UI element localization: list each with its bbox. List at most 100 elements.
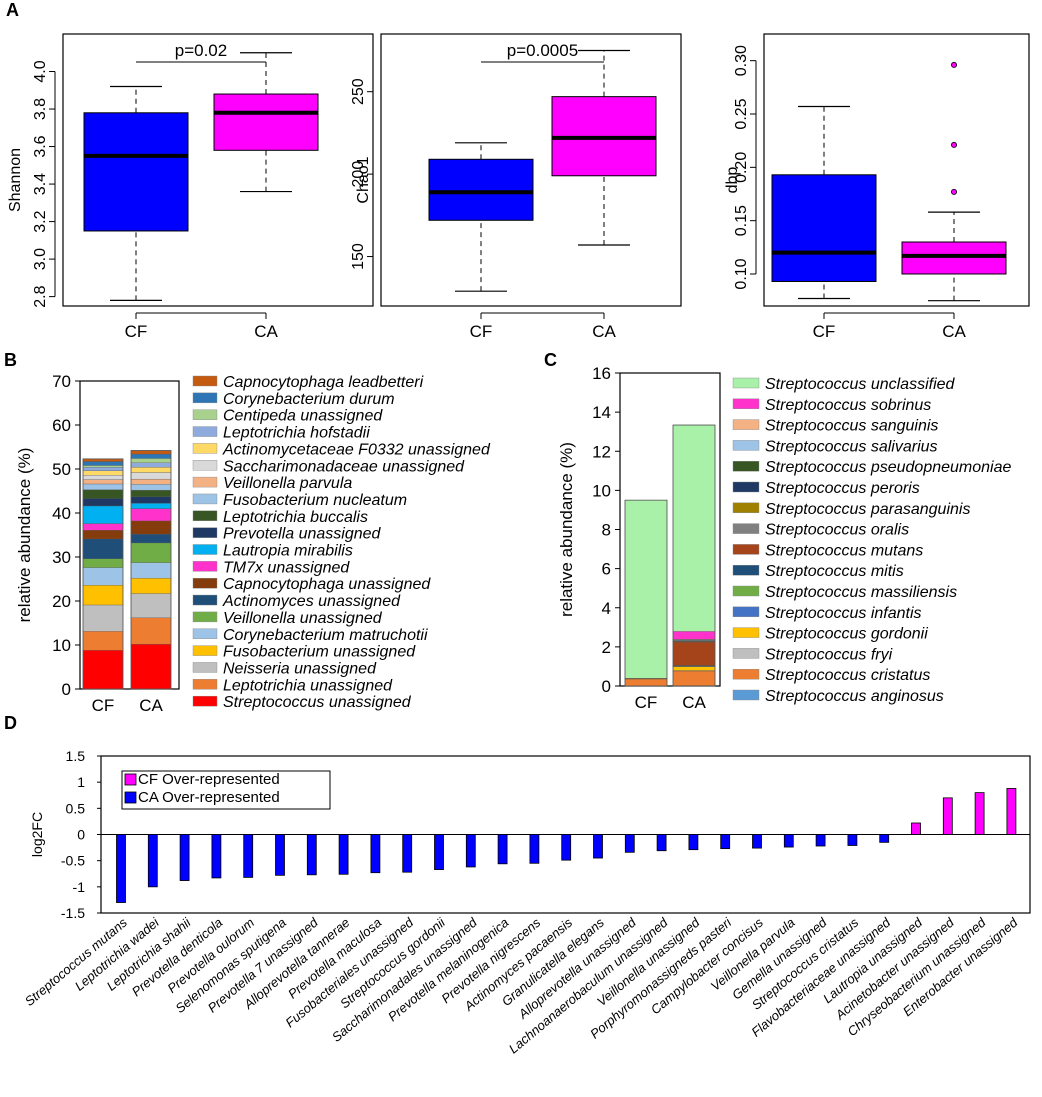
legend-swatch xyxy=(732,627,760,638)
panel-label-a: A xyxy=(6,0,19,20)
legend-label: Lautropia mirabilis xyxy=(223,543,353,560)
y-tick-label: 1 xyxy=(77,774,85,790)
outlier-point xyxy=(951,61,958,68)
legend-swatch xyxy=(192,443,218,454)
panel-label-c: C xyxy=(544,350,557,370)
log2fc-bar xyxy=(783,834,794,848)
legend-label: TM7x unassigned xyxy=(223,559,350,576)
legend-swatch xyxy=(732,398,760,409)
y-tick-label: 10 xyxy=(592,481,611,500)
legend-label: Leptotrichia hofstadii xyxy=(223,425,370,442)
y-axis-label: relative abundance (%) xyxy=(557,442,576,617)
log2fc-bar xyxy=(593,834,603,859)
y-tick-label: 3.8 xyxy=(32,98,49,120)
y-tick-label: 0.30 xyxy=(733,45,750,76)
legend-swatch xyxy=(192,476,218,488)
bar-segment xyxy=(82,558,124,568)
legend-label: Neisseria unassigned xyxy=(223,660,377,677)
plot-frame xyxy=(380,33,682,307)
legend-swatch xyxy=(124,791,137,804)
legend-label: Streptococcus gordonii xyxy=(765,626,928,643)
x-tick-label: CF xyxy=(813,322,836,341)
y-tick-label: 0.20 xyxy=(733,152,750,183)
log2fc-bar xyxy=(879,834,890,843)
legend-label: Corynebacterium matruchotii xyxy=(223,627,428,644)
legend-label: Capnocytophaga leadbetteri xyxy=(223,374,424,391)
legend-label: Streptococcus oralis xyxy=(765,522,909,539)
log2fc-bar xyxy=(752,834,762,849)
log2fc-bar xyxy=(720,834,731,850)
legend-swatch xyxy=(192,375,218,387)
boxplot-dbp: 0.10 0.15 0.20 0.25 0.30 dbp CF CA xyxy=(724,33,1030,341)
legend-label: Prevotella unassigned xyxy=(223,526,382,543)
bar-segment xyxy=(672,666,716,671)
y-tick-label: 3.4 xyxy=(32,173,49,195)
legend-label: Saccharimonadaceae unassigned xyxy=(223,458,465,475)
y-tick-label: 12 xyxy=(592,442,611,461)
legend-label: Streptococcus pseudopneumoniae xyxy=(765,459,1011,476)
bar-segment xyxy=(82,479,124,485)
log2fc-bar xyxy=(529,834,540,864)
legend-label: Streptococcus peroris xyxy=(765,480,920,497)
legend-swatch xyxy=(192,594,218,606)
legend-swatch xyxy=(732,523,760,534)
legend-label: Actinomyces unassigned xyxy=(222,593,401,610)
log2fc-bar xyxy=(243,834,254,878)
legend-label: Streptococcus cristatus xyxy=(765,667,930,684)
x-tick-label: CF xyxy=(635,693,658,712)
y-tick-label: 40 xyxy=(52,504,71,523)
legend-swatch xyxy=(192,544,218,555)
legend-swatch xyxy=(192,510,218,521)
y-tick-label: 50 xyxy=(52,460,71,479)
bar-segment xyxy=(672,631,716,640)
bar-segment xyxy=(624,500,668,679)
legend-label: Streptococcus sanguinis xyxy=(765,418,938,435)
y-tick-label: 10 xyxy=(52,636,71,655)
log2fc-bar xyxy=(275,834,285,876)
y-tick-label: 2 xyxy=(602,638,611,657)
log2fc-bar xyxy=(434,834,444,870)
legend-swatch xyxy=(192,561,218,572)
legend-swatch xyxy=(192,578,218,589)
bar-segment xyxy=(82,585,124,606)
log2fc-bar xyxy=(179,834,190,881)
y-tick-label: 0.25 xyxy=(733,98,750,129)
bar-segment xyxy=(130,484,172,491)
bar-segment xyxy=(130,643,172,690)
legend-label: Streptococcus salivarius xyxy=(765,438,938,455)
legend-swatch xyxy=(732,606,760,617)
stacked-bar-genus: 0 10 20 30 40 50 60 70 relative abundance (%) CF C… xyxy=(15,372,491,715)
box-cf xyxy=(83,112,189,232)
y-tick-label: 60 xyxy=(52,416,71,435)
legend-box xyxy=(121,770,331,810)
legend-swatch xyxy=(732,565,760,576)
bar-segment xyxy=(130,562,172,579)
bar-segment xyxy=(82,461,124,466)
legend-swatch xyxy=(192,493,218,505)
bar-segment xyxy=(82,475,124,480)
bar-outline xyxy=(624,499,668,687)
bar-outline xyxy=(130,450,172,690)
legend-swatch xyxy=(192,527,218,538)
bar-segment xyxy=(82,498,124,507)
bar-segment xyxy=(672,424,716,632)
log2fc-bar xyxy=(211,834,222,879)
y-tick-label: 2.8 xyxy=(32,285,49,307)
p-value-label: p=0.0005 xyxy=(507,41,578,60)
bar-segment xyxy=(82,530,124,540)
legend-swatch xyxy=(732,440,760,451)
bar-segment xyxy=(624,678,668,687)
stacked-bar-streptococcus: 0 2 4 6 8 10 12 14 16 relative abundance (%) CF CA S… xyxy=(557,364,1011,712)
y-tick-label: 0 xyxy=(602,677,611,696)
y-axis-label: Chao1 xyxy=(355,156,372,203)
bar-segment xyxy=(130,489,172,497)
log2fc-bar xyxy=(497,834,508,865)
y-tick-label: 4 xyxy=(602,599,611,618)
bar-segment xyxy=(82,604,124,632)
log2fc-bar xyxy=(911,822,921,835)
legend-label: Streptococcus mutans xyxy=(765,542,923,559)
legend-swatch xyxy=(732,544,760,555)
legend-swatch xyxy=(192,662,218,673)
y-tick-label: 16 xyxy=(592,364,611,383)
